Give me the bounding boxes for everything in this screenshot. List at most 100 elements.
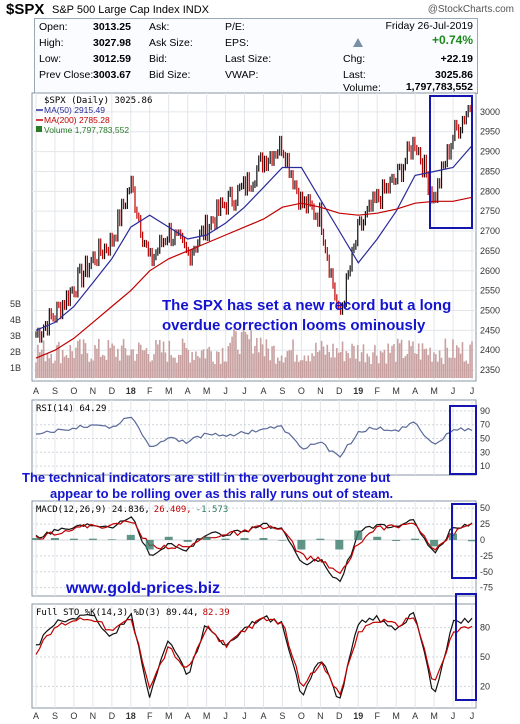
volume-bar	[231, 336, 233, 378]
x-tick-label-bottom: F	[147, 711, 153, 721]
macd-histogram-bar	[430, 539, 439, 547]
annotation-main-2: overdue correction looms ominously	[162, 317, 426, 334]
volume-bar	[446, 347, 449, 378]
quote-panel: Open: 3013.25 High: 3027.98 Low: 3012.59…	[34, 18, 478, 94]
volume-bar	[423, 349, 426, 378]
volume-bar	[355, 358, 357, 378]
volume-bar	[56, 345, 58, 378]
volume-bar	[414, 353, 416, 378]
volume-bar	[149, 361, 152, 378]
volume-bar	[214, 363, 216, 378]
volume-bar	[440, 357, 443, 378]
macd-histogram-bar	[354, 530, 363, 540]
volume-bar	[195, 351, 197, 378]
volume-bar	[278, 360, 281, 378]
volume-bar	[406, 353, 409, 378]
price-y-tick-label: 2350	[480, 365, 500, 375]
volume-bar	[311, 353, 313, 378]
x-tick-label-bottom: F	[374, 711, 380, 721]
macd-histogram-bar	[240, 538, 249, 540]
volume-bar	[78, 339, 81, 378]
volume-bar	[341, 341, 344, 378]
volume-bar	[339, 352, 342, 378]
volume-bar	[240, 332, 243, 378]
volume-bar	[257, 352, 260, 378]
ma50-line	[35, 145, 473, 331]
macd-histogram-bar	[297, 539, 306, 550]
x-tick-label-top: A	[33, 386, 39, 396]
volume-bar	[391, 345, 393, 378]
volume-bar	[360, 352, 363, 378]
legend-volume: Volume 1,797,783,552	[44, 125, 129, 135]
price-y-tick-label: 2900	[480, 147, 500, 157]
volume-bar	[50, 353, 53, 378]
x-tick-label-top: O	[70, 386, 77, 396]
volume-bar	[177, 354, 180, 378]
index-exchange: INDX	[182, 4, 209, 16]
macd-histogram-bar	[164, 536, 173, 540]
x-tick-label-bottom: 19	[353, 711, 363, 721]
volume-bar	[337, 352, 340, 378]
open-value: 3013.25	[93, 21, 131, 33]
volume-bar	[457, 347, 460, 378]
x-tick-label-bottom: M	[203, 711, 211, 721]
low-label: Low:	[39, 53, 62, 65]
macd-histogram-bar	[449, 533, 458, 540]
volume-bar	[113, 345, 115, 378]
volume-bar	[166, 361, 169, 378]
chg-value: +22.19	[440, 53, 473, 65]
indicator-y-tick-label: 50	[480, 434, 490, 444]
last-size-label: Last Size:	[225, 53, 272, 65]
x-tick-label-bottom: A	[260, 711, 266, 721]
volume-bar	[429, 347, 431, 378]
x-tick-label-bottom: N	[90, 711, 97, 721]
x-tick-label-top: A	[412, 386, 418, 396]
volume-bar	[96, 348, 98, 378]
volume-bar	[296, 354, 298, 378]
volume-bar	[191, 351, 193, 378]
price-y-tick-label: 3000	[480, 107, 500, 117]
price-y-tick-label: 2750	[480, 206, 500, 216]
volume-bar	[305, 361, 308, 378]
volume-bar	[160, 352, 163, 378]
rsi-label: RSI(14) 64.29	[36, 404, 106, 414]
volume-bar	[143, 350, 146, 378]
highlight-box-rsi	[449, 405, 477, 475]
volume-bar	[69, 344, 72, 378]
volume-bar	[187, 349, 190, 378]
indicator-y-tick-label: 90	[480, 406, 490, 416]
volume-bar	[465, 360, 468, 378]
volume-bar	[155, 340, 157, 378]
volume-bar	[185, 348, 188, 378]
volume-bar	[88, 361, 91, 378]
volume-bar	[221, 347, 224, 378]
ma200-line	[35, 196, 473, 359]
macd-histogram-bar	[107, 539, 116, 540]
x-tick-label-bottom: J	[451, 711, 456, 721]
volume-bar	[238, 353, 241, 378]
sto-label-d: 82.39	[203, 608, 230, 618]
volume-bar	[139, 344, 142, 378]
price-panel	[31, 92, 477, 382]
volume-bar	[463, 361, 466, 378]
annotation-indicators-2: appear to be rolling over as this rally …	[50, 486, 393, 501]
volume-bar	[316, 352, 319, 378]
volume-bar	[353, 345, 355, 378]
volume-bar	[128, 355, 131, 378]
x-tick-label-bottom: 18	[126, 711, 136, 721]
indicator-y-tick-label: 50	[480, 652, 490, 662]
volume-bar	[92, 360, 94, 378]
volume-bar	[212, 361, 214, 378]
volume-bar	[261, 344, 264, 378]
macd-histogram-bar	[278, 539, 287, 541]
volume-bar	[345, 351, 348, 378]
volume-bar	[82, 339, 85, 378]
volume-bar	[48, 358, 51, 378]
price-y-tick-label: 2450	[480, 325, 500, 335]
up-arrow-icon	[353, 38, 363, 47]
index-full-name: S&P 500 Large Cap Index	[52, 4, 180, 16]
volume-bar	[284, 357, 287, 378]
volume-bar	[309, 361, 311, 378]
macd-histogram-bar	[316, 538, 325, 540]
volume-bar	[117, 348, 119, 378]
